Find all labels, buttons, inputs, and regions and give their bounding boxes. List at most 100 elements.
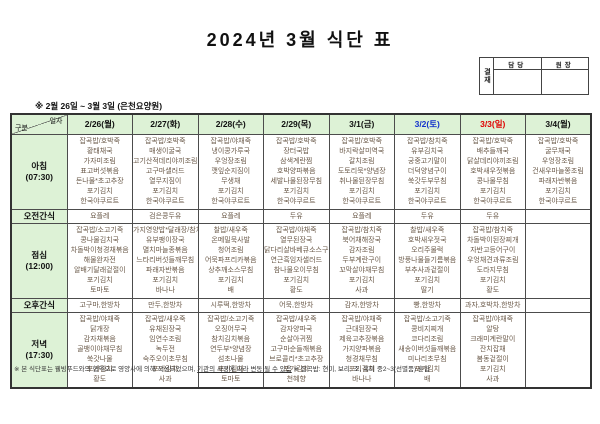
corner-label-category: 구분 [15,124,28,132]
menu-item: 유부팽이장국 [145,236,185,244]
menu-item: 잔치잡채 [479,345,506,353]
menu-item: 건새우마늘쫑조림 [532,167,584,175]
meal-menu-cell: 가지영양밥*달래장/참치죽유부팽이장국멸치마늘종볶음느타리버섯들깨무침파래자반볶… [132,222,199,299]
row-label: 오전간식 [10,208,68,224]
menu-item: 포기김치 [152,187,179,195]
menu-item: 무생채 [221,177,241,185]
menu-item: 부추사과겉절이 [404,266,450,274]
menu-item: 고구마샐러드 [145,167,185,175]
snack-menu-cell: 시루떡,한방차 [197,297,264,313]
snack-menu-cell: 두유 [394,208,461,224]
menu-item: 유부김치국 [411,147,444,155]
snack-menu-cell: 어묵,한방차 [263,297,330,313]
meal-menu-cell: 잡곡밥/호박죽 바지락살미역국 갈치조림 도토리묵*양념장 취나물된장무침 포기김치 한국야… [328,133,395,210]
menu-item: 포기김치 [86,187,113,195]
menu-item: 매생이굴국 [149,147,182,155]
menu-item: 녹두전 [155,345,175,353]
menu-item: 골뱅이야채무침 [77,345,123,353]
meal-menu-cell: 잡곡밥/호박죽 매생이굴국 고기산적데리야끼조림 고구마샐러드 열무지짐이 포기김치 한국야… [132,133,199,210]
menu-item: 배 [227,286,234,294]
menu-item: 토마토 [221,375,241,383]
meal-menu-cell: 잡곡밥/새우죽 감자양파국 순살아귀찜 고구마순들깨볶음 브로콜리*초고추장 포기김치 천혜… [263,311,330,388]
menu-item: 알탕 [486,325,500,333]
menu-item: 바나나 [155,286,175,294]
meal-time: (07:30) [25,171,53,182]
menu-item: 닭다리살바베큐소스구이 [264,246,329,254]
menu-item: 오리주물럭 [411,246,444,254]
menu-item: 북어채해장국 [342,236,382,244]
menu-item: 섬초나물 [217,355,244,363]
menu-item: 표고버섯볶음 [80,167,120,175]
date-header: 3/2(토) [394,113,461,135]
menu-item: 고기산적데리야끼조림 [133,157,198,165]
snack-menu-cell: 요플레 [328,208,395,224]
menu-item: 콩나물김치국 [80,236,120,244]
meal-row: 저녁 (17:30) 잡곡밥/야채죽 닭개장 감자채볶음 골뱅이야채무침 쑥갓나물 포기김치 황… [10,311,592,388]
menu-item: 포기김치 [348,365,375,373]
menu-item: 잡곡밥/참치죽 [406,137,448,145]
menu-item: 꼬막살야채무침 [339,266,385,274]
meal-menu-cell [525,222,592,299]
menu-item: 돈나물*초고추장 [75,177,124,185]
menu-item: 사과 [158,375,172,383]
menu-item: 참나물오이무침 [273,266,319,274]
date-header: 2/27(화) [132,113,199,135]
snack-menu-cell: 감자,한방차 [328,297,395,313]
menu-item: 포기김치 [414,276,441,284]
meal-name: 저녁 [31,338,48,349]
menu-item: 오징어무국 [214,325,247,333]
menu-item: 잡곡밥/호박죽 [275,137,317,145]
menu-item: 닭개장 [90,325,110,333]
meal-row: 점심 (12:00) 잡곡밥/소고기죽 콩나물김치국 차돌박이청경채볶음 해물완자전 알배기… [10,222,592,299]
menu-item: 바나나 [352,375,372,383]
snack-menu-cell: 고구마,한방차 [66,297,133,313]
menu-item: 느타리버섯들깨무침 [136,256,195,264]
meal-plan-table: 일자 구분 2/26(월) 2/27(화) 2/28(수) 2/29(목) 3/1(금) 3/… [10,113,592,389]
approval-columns: 담당 원장 [494,58,588,94]
menu-item: 상추깨소스무침 [208,266,254,274]
menu-item: 청경채무침 [345,355,378,363]
menu-item: 참치김치볶음 [211,335,251,343]
meal-time: (12:00) [25,260,53,271]
menu-item: 포기김치 [479,365,506,373]
snack-menu-cell: 검은콩두유 [132,208,199,224]
menu-item: 잡곡밥/참치죽 [341,226,383,234]
snack-menu-cell: 요플레 [66,208,133,224]
snack-menu-cell: 요플레 [197,208,264,224]
menu-item: 포기김치 [86,276,113,284]
menu-item: 감자조림 [348,246,375,254]
date-header: 2/29(목) [263,113,330,135]
menu-item: 찰밥/새우죽 [213,226,248,234]
menu-item: 잡곡밥/호박죽 [79,137,121,145]
menu-item: 콩비지찌개 [411,325,444,333]
menu-item: 우엉채견과류조림 [466,256,519,264]
menu-item: 자반고등어구이 [470,246,516,254]
menu-item: 궁중고기말이 [407,157,447,165]
meal-menu-cell: 잡곡밥/소고기죽 콩나물김치국 차돌박이청경채볶음 해물완자전 알배기달래겉절이 포기김치… [66,222,133,299]
table-header-row: 일자 구분 2/26(월) 2/27(화) 2/28(수) 2/29(목) 3/1(금) 3/… [10,113,592,135]
menu-item: 포기김치 [152,276,179,284]
meal-menu-cell: 잡곡밥/야채죽 알탕 크래미계란말이 잔치잡채 봄동겉절이 포기김치 사과 [459,311,526,388]
menu-item: 포기김치 [479,187,506,195]
menu-item: 포기김치 [217,276,244,284]
menu-item: 잡곡밥/야채죽 [472,315,514,323]
menu-item: 코다리조림 [411,335,444,343]
menu-item: 깻잎순지짐이 [211,167,251,175]
menu-item: 잡곡밥/호박죽 [341,137,383,145]
menu-item: 쑥갓두부무침 [407,177,447,185]
menu-item: 딸기 [420,286,434,294]
menu-item: 포기김치 [414,187,441,195]
meal-menu-cell: 잡곡밥/야채죽 근대된장국 제육고추장볶음 가지양파볶음 청경채무침 포기김치 바나나 [328,311,395,388]
menu-item: 세발나물된장무침 [270,177,323,185]
page-title: 2024년 3월 식단 표 [206,30,394,50]
meal-name: 아침 [31,160,48,171]
meal-menu-cell: 잡곡밥/호박죽 장터국밥 삼색계란찜 호박양파볶음 세발나물된장무침 포기김치 한국야쿠르트 [263,133,330,210]
snack-row: 오전간식 요플레 검은콩두유 요플레 두유 요플레 두유 두유 [10,208,592,224]
menu-item: 토마토 [90,286,110,294]
menu-item: 굴무채국 [545,147,571,155]
meal-menu-cell: 잡곡밥/참치죽 유부김치국 궁중고기말이 더덕양념구이 쑥갓두부무침 포기김치 한국야쿠르트 [394,133,461,210]
menu-item: 연두부*양념장 [210,345,252,353]
menu-item: 두부계란구이 [342,256,382,264]
menu-item: 찰밥/새우죽 [410,226,445,234]
menu-item: 유채된장국 [149,325,182,333]
